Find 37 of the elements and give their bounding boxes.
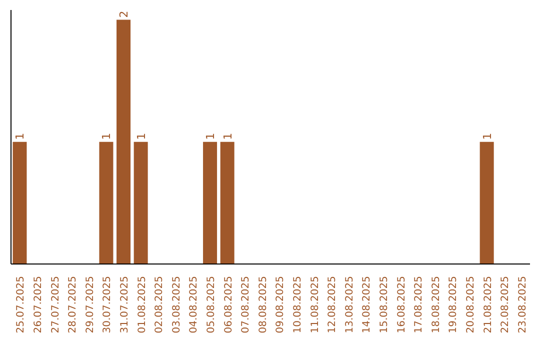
data-label: 1 bbox=[14, 132, 27, 140]
data-label: 1 bbox=[204, 132, 218, 140]
x-tick-label: 07.08.2025 bbox=[240, 276, 252, 334]
x-tick-label: 20.08.2025 bbox=[465, 276, 476, 334]
data-label: 1 bbox=[134, 132, 148, 140]
data-label: 1 bbox=[100, 132, 114, 140]
x-tick-label: 09.08.2025 bbox=[275, 276, 286, 334]
x-tick-label: 01.08.2025 bbox=[136, 276, 148, 334]
x-tick-label: 23.08.2025 bbox=[517, 276, 528, 334]
x-tick-label: 10.08.2025 bbox=[292, 276, 304, 334]
x-tick-label: 06.08.2025 bbox=[223, 276, 234, 334]
x-tick-label: 02.08.2025 bbox=[154, 276, 166, 334]
x-tick-label: 28.07.2025 bbox=[68, 276, 79, 334]
x-tick-label: 25.07.2025 bbox=[16, 276, 27, 334]
x-tick-label: 11.08.2025 bbox=[310, 276, 321, 334]
x-tick-label: 03.08.2025 bbox=[171, 276, 182, 334]
x-tick-label: 31.07.2025 bbox=[119, 276, 130, 334]
x-tick-label: 17.08.2025 bbox=[414, 276, 425, 334]
x-tick-label: 13.08.2025 bbox=[344, 276, 356, 334]
data-label: 1 bbox=[221, 132, 234, 140]
x-tick-label: 05.08.2025 bbox=[206, 276, 217, 334]
x-tick-label: 18.08.2025 bbox=[430, 276, 442, 334]
x-tick-label: 19.08.2025 bbox=[448, 276, 460, 334]
x-tick-label: 14.08.2025 bbox=[362, 276, 373, 334]
x-tick-label: 22.08.2025 bbox=[500, 276, 512, 334]
data-label: 2 bbox=[118, 10, 131, 18]
x-tick-label: 30.07.2025 bbox=[102, 276, 114, 334]
x-tick-label: 27.07.2025 bbox=[50, 276, 62, 334]
x-tick-label: 08.08.2025 bbox=[258, 276, 269, 334]
x-tick-label: 29.07.2025 bbox=[84, 276, 96, 334]
data-label: 1 bbox=[480, 132, 494, 140]
x-tick-label: 12.08.2025 bbox=[327, 276, 338, 334]
x-tick-label: 15.08.2025 bbox=[378, 276, 390, 334]
x-tick-label: 21.08.2025 bbox=[482, 276, 494, 334]
x-tick-label: 26.07.2025 bbox=[32, 276, 44, 334]
x-tick-label: 16.08.2025 bbox=[396, 276, 408, 334]
x-tick-label: 04.08.2025 bbox=[188, 276, 200, 334]
